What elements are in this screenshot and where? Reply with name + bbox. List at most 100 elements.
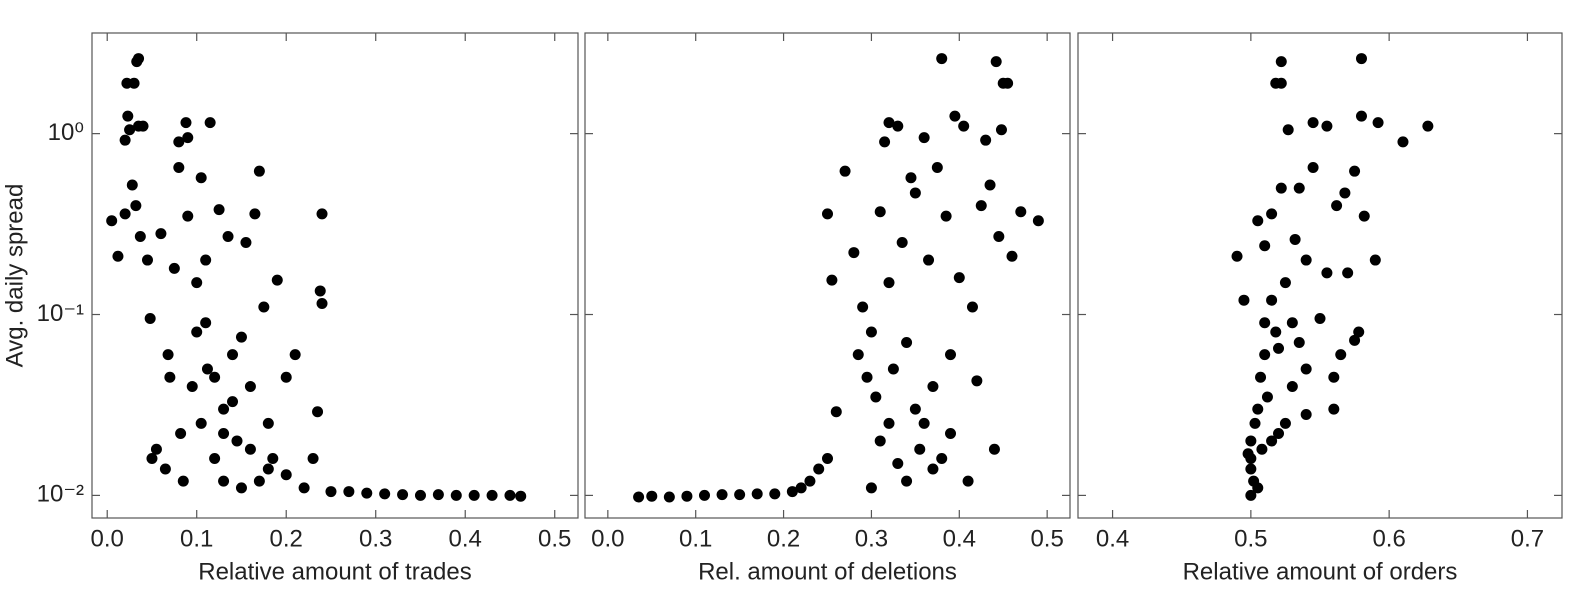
point [1275,56,1287,68]
point [1307,161,1319,173]
point [1266,294,1278,306]
point [126,179,138,191]
point [133,53,145,65]
point [1358,210,1370,222]
point [826,274,838,286]
point [874,206,886,218]
point [162,349,174,361]
point [173,136,185,148]
point [1259,317,1271,329]
point [164,371,176,383]
point [262,417,274,429]
plot-frame [1077,32,1563,519]
point [1279,417,1291,429]
point [936,452,948,464]
point [822,452,833,464]
point [314,285,326,297]
point [861,371,873,383]
point [222,230,234,242]
point [949,110,961,122]
point [195,417,207,429]
point [432,489,444,501]
point [993,230,1005,242]
point [267,452,279,464]
point [141,254,153,266]
point [244,380,256,392]
point [1321,120,1333,132]
point [1245,489,1257,501]
point [397,489,409,501]
point [227,396,239,408]
point [1372,117,1384,129]
point [122,110,134,122]
point [1282,124,1294,136]
point [901,475,913,487]
point [253,475,265,487]
point [1397,136,1409,148]
point [953,272,965,284]
point [804,475,816,487]
point [1289,233,1301,245]
x-tick-label: 0.5 [1030,525,1063,552]
point [962,475,974,487]
point [307,452,319,464]
point [515,490,527,502]
point [280,469,292,481]
point [112,250,124,262]
point [1259,349,1271,361]
plot-frame [91,32,579,519]
point [883,117,895,129]
point [504,489,516,501]
point [209,371,221,383]
point [468,489,480,501]
point [200,254,212,266]
point [646,490,658,502]
point [191,326,203,338]
point [1293,182,1305,194]
point [848,247,860,259]
point [1335,349,1347,361]
point [231,435,243,447]
x-tick-label: 0.5 [538,525,571,552]
point [1355,53,1367,65]
point [155,228,167,240]
point [1015,206,1027,218]
point [191,277,203,289]
point [1300,409,1312,421]
point [1261,391,1273,403]
x-tick-label: 0.3 [359,525,392,552]
point [1252,215,1264,227]
x-tick-label: 0.7 [1511,525,1544,552]
point [990,56,1002,68]
point [1353,326,1365,338]
x-tick-label: 0.1 [180,525,213,552]
point [892,458,904,470]
x-tick-label: 0.6 [1372,525,1405,552]
point [716,489,728,501]
point [128,77,140,89]
point [201,363,213,375]
point [958,120,970,132]
point [887,363,899,375]
point [195,172,207,184]
x-tick-label: 0.5 [1234,525,1267,552]
point [971,375,983,387]
plot-frame [584,32,1071,519]
point [450,489,462,501]
point [361,487,373,499]
point [1275,182,1287,194]
point [1238,294,1250,306]
y-tick-label: 10⁻² [37,481,84,508]
point [1231,250,1243,262]
point [995,124,1007,136]
point [1259,240,1271,252]
point [168,262,180,274]
point [1342,267,1354,279]
point [857,301,869,313]
point [1256,443,1268,455]
point [1245,463,1257,475]
point [258,301,270,313]
point [1422,120,1434,132]
point [1339,187,1351,199]
